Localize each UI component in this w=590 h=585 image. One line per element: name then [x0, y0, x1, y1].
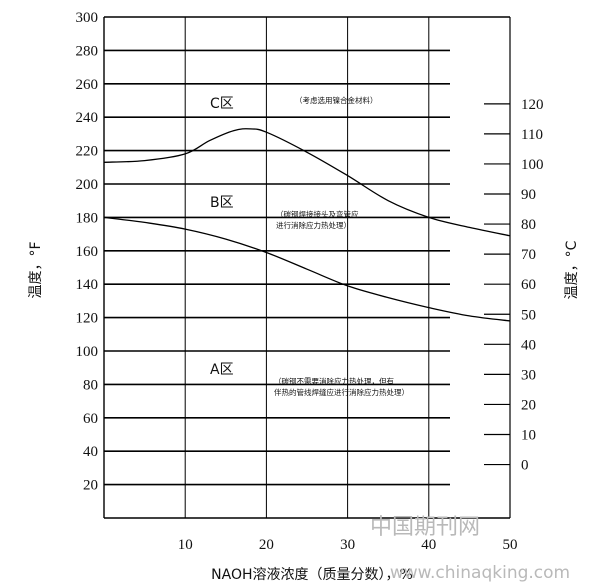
y-left-tick-label-280: 280	[76, 43, 99, 59]
grid-layer	[103, 16, 511, 519]
zone-b-note-line2: 进行消除应力热处理）	[276, 220, 351, 230]
y-left-tick-label-200: 200	[76, 177, 99, 193]
y-right-tick-label-40: 40	[521, 337, 536, 353]
y-left-tick-label-220: 220	[76, 144, 99, 160]
y-right-tick-label-80: 80	[521, 217, 536, 233]
y-left-tick-label-120: 120	[76, 311, 99, 327]
y-right-tick-label-70: 70	[521, 247, 536, 263]
y-left-tick-label-40: 40	[83, 444, 98, 460]
y-left-tick-label-160: 160	[76, 244, 99, 260]
x-tick-label-40: 40	[421, 537, 436, 553]
y-left-tick-label-100: 100	[76, 344, 99, 360]
y-left-tick-label-60: 60	[83, 411, 98, 427]
left-axis-title: 温度，°F	[28, 241, 44, 298]
x-axis-title: NAOH溶液浓度（质量分数），%	[211, 567, 413, 583]
zone-a-note-line2: 伴热的管线焊缝应进行消除应力热处理）	[274, 387, 409, 397]
zone-a-label: A区	[210, 362, 234, 378]
watermark-text-cn: 中国期刊网	[370, 515, 480, 540]
y-right-tick-label-60: 60	[521, 277, 536, 293]
y-left-tick-label-80: 80	[83, 377, 98, 393]
y-left-tick-label-140: 140	[76, 277, 99, 293]
x-tick-label-20: 20	[259, 537, 274, 553]
x-tick-label-30: 30	[340, 537, 355, 553]
tick-label-layer: 2040608010012014016018020022024026028030…	[76, 10, 544, 553]
zone-b-note-line1: （碳钢焊接接头及弯管应	[276, 209, 359, 219]
y-right-tick-label-10: 10	[521, 428, 536, 444]
y-left-tick-label-20: 20	[83, 478, 98, 494]
boundary-curve-1	[103, 128, 511, 237]
zone-b-label: B区	[210, 195, 234, 211]
zone-c-label: C区	[210, 96, 234, 112]
right-axis-tick-marks	[484, 103, 510, 466]
zone-a-note-line1: （碳钢不需要消除应力热处理，但有	[274, 376, 394, 386]
y-right-tick-label-0: 0	[521, 458, 529, 474]
y-left-tick-label-260: 260	[76, 77, 99, 93]
y-left-tick-label-180: 180	[76, 210, 99, 226]
boundary-curve-2	[103, 216, 511, 322]
y-right-tick-label-110: 110	[521, 127, 543, 143]
y-right-tick-label-20: 20	[521, 397, 536, 413]
y-right-tick-label-30: 30	[521, 367, 536, 383]
y-left-tick-label-300: 300	[76, 10, 99, 26]
x-tick-label-10: 10	[178, 537, 193, 553]
y-right-tick-label-120: 120	[521, 97, 544, 113]
x-tick-label-50: 50	[503, 537, 518, 553]
series-layer	[103, 128, 511, 322]
y-left-tick-label-240: 240	[76, 110, 99, 126]
y-right-tick-label-50: 50	[521, 307, 536, 323]
zone-c-note: （考虑选用镍合金材料）	[295, 95, 378, 105]
y-right-tick-label-90: 90	[521, 187, 536, 203]
y-right-tick-label-100: 100	[521, 157, 544, 173]
right-axis-title: 温度，°C	[564, 240, 580, 299]
watermark-url: www.chinaqking.com	[390, 563, 570, 583]
